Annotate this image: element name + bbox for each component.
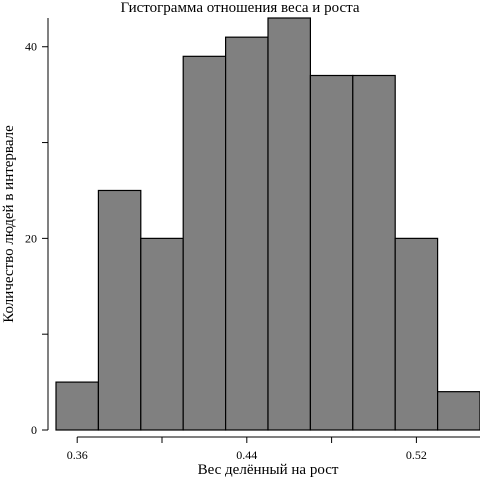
histogram-bar [140,237,184,431]
y-tick-label: 0 [31,423,37,437]
x-tick-label: 0.44 [236,448,257,462]
histogram-bar [97,189,142,431]
histogram-bar [182,55,227,431]
chart-title: Гистограмма отношения веса и роста [120,0,359,16]
x-axis: 0.36 0.44 0.52 [67,436,480,462]
x-tick-label: 0.36 [67,448,88,462]
x-axis-label: Вес делённый на рост [198,462,339,478]
histogram-bar [437,391,480,431]
histogram-bar [267,17,312,431]
y-axis-label: Количество людей в интервале [1,125,17,323]
histogram-bar [225,36,269,431]
histogram-bar [55,381,100,431]
y-tick-label: 20 [25,231,37,245]
x-tick-label: 0.52 [406,448,427,462]
y-tick-label: 40 [25,40,37,54]
bars-group [55,17,480,431]
histogram-bar [352,74,396,431]
histogram-bar [309,74,354,431]
y-axis: 0 20 40 [25,18,49,437]
histogram-bar [394,237,439,431]
